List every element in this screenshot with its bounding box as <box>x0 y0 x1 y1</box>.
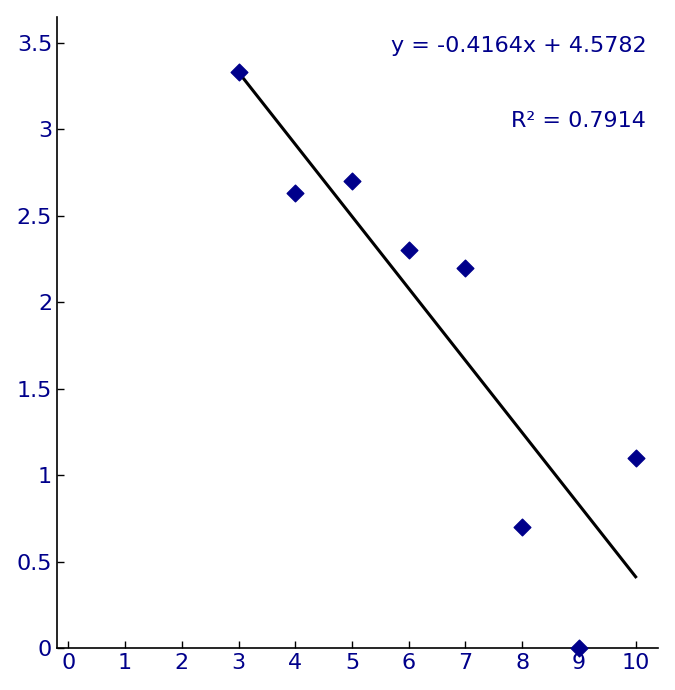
Point <box>574 643 585 654</box>
Point <box>346 175 357 186</box>
Point <box>233 66 244 77</box>
Point <box>404 245 414 256</box>
Text: R² = 0.7914: R² = 0.7914 <box>512 112 646 131</box>
Point <box>517 522 528 533</box>
Point <box>630 453 641 464</box>
Point <box>460 262 471 273</box>
Text: y = -0.4164x + 4.5782: y = -0.4164x + 4.5782 <box>391 36 646 56</box>
Point <box>290 188 300 199</box>
